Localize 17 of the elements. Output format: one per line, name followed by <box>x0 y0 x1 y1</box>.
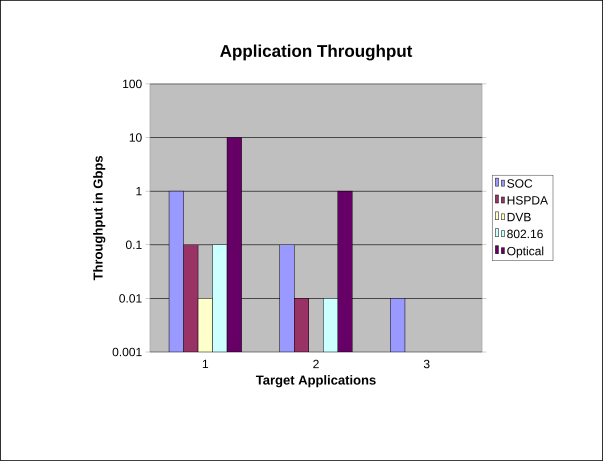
y-tick-label: 0.001 <box>112 348 142 356</box>
y-tick-label: 0.1 <box>126 240 142 250</box>
x-tick-label: 2 <box>313 360 319 368</box>
y-tick-label: 0.01 <box>119 294 142 303</box>
legend-label: DVB <box>508 212 531 222</box>
legend-label: 802.16 <box>507 230 543 238</box>
legend-label: Optical <box>507 246 544 258</box>
y-tick-label: 100 <box>123 80 142 88</box>
y-tick-label: 10 <box>130 133 142 142</box>
x-tick-label: 1 <box>202 360 208 368</box>
y-axis-title: Throughput in Gbps <box>93 156 106 280</box>
legend-label: HSPDA <box>508 196 548 205</box>
y-tick-label: 1 <box>136 187 142 196</box>
legend-label: SOC <box>507 179 532 188</box>
x-axis-title: Target Applications <box>256 375 376 388</box>
chart-title: Application Throughput <box>220 44 412 60</box>
x-tick-label: 3 <box>424 360 430 368</box>
